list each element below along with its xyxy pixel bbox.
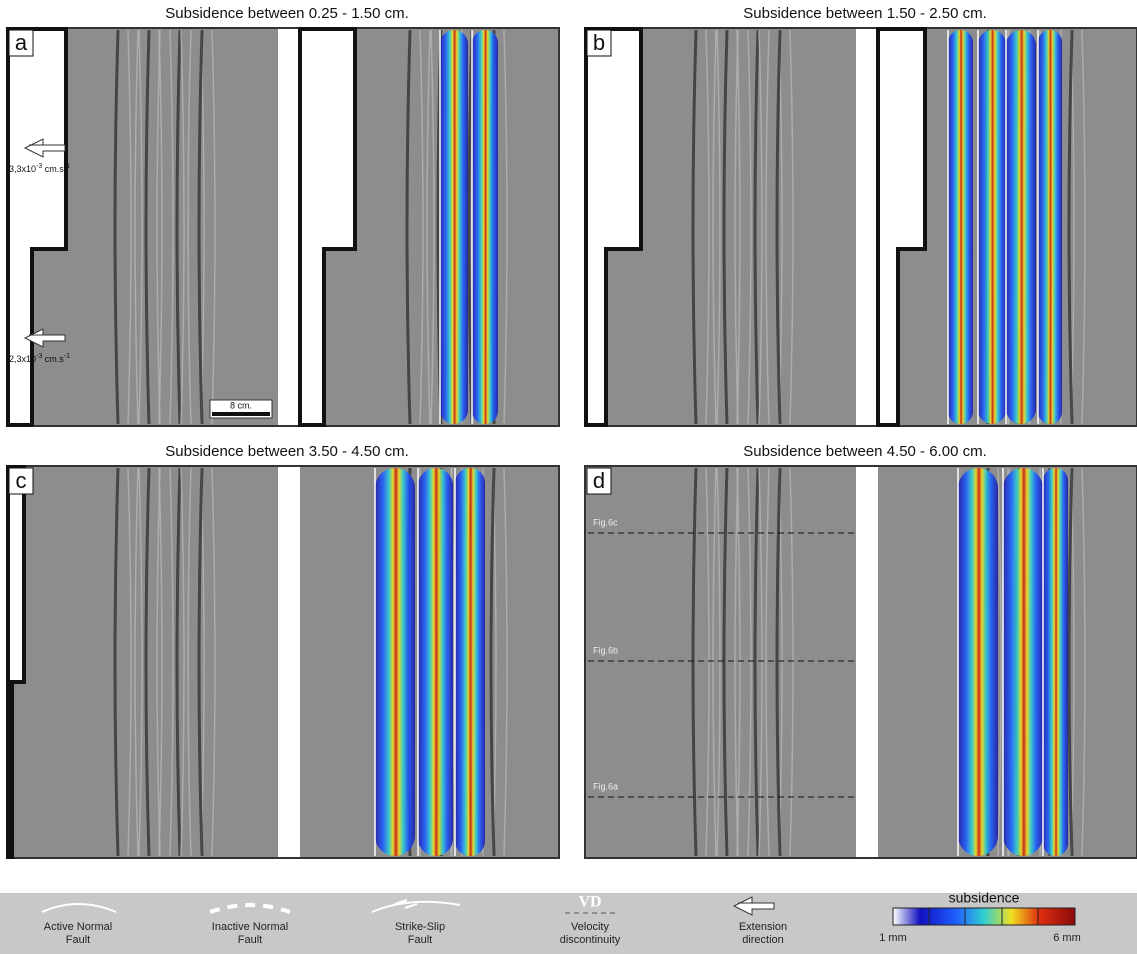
velocity-unit: cm.s [42,164,64,174]
panel-title: Subsidence between 3.50 - 4.50 cm. [165,443,409,460]
photo [586,467,856,857]
legend-label: Fault [408,934,432,946]
velocity-unit: cm.s [42,354,64,364]
section-label: Fig.6c [593,517,618,527]
subsidence-band [440,30,468,424]
velocity-base: 2,3x10 [9,354,36,364]
scale-bar-label: 8 cm. [230,400,252,410]
colorbar [893,908,1075,925]
panels: Subsidence between 0.25 - 1.50 cm. a 3,3x1… [7,5,1137,858]
velocity-unit-exp: -1 [64,163,70,170]
photo [8,467,278,857]
panel-label: d [593,468,605,493]
legend-label: Inactive Normal [212,921,288,933]
subsidence-band [1003,468,1043,856]
legend-label: Velocity [571,921,609,933]
colorbar-max: 6 mm [1053,932,1081,944]
section-label: Fig.6a [593,781,618,791]
subsidence-band [375,468,415,856]
subsidence-band [948,30,973,424]
subsidence-band [1006,30,1036,424]
colorbar-title: subsidence [949,890,1020,906]
subsidence-band [1038,30,1062,424]
legend-label: direction [742,934,784,946]
panel-label: c [16,468,27,493]
subsidence-band [455,468,485,856]
velocity-unit-exp: -1 [64,353,70,360]
panel-title: Subsidence between 4.50 - 6.00 cm. [743,443,987,460]
legend-label: Strike-Slip [395,921,445,933]
legend-symbol: VD [578,894,601,911]
legend-label: discontinuity [560,934,621,946]
legend-label: Fault [66,934,90,946]
panel-title: Subsidence between 0.25 - 1.50 cm. [165,5,409,22]
panel-title: Subsidence between 1.50 - 2.50 cm. [743,5,987,22]
subsidence-band [958,468,998,856]
subsidence-band [1043,468,1068,856]
legend-label: Fault [238,934,262,946]
subsidence-band [978,30,1006,424]
panel-label: a [15,30,28,55]
legend-label: Active Normal [44,921,112,933]
velocity-base: 3,3x10 [9,164,36,174]
panel-label: b [593,30,605,55]
section-label: Fig.6b [593,645,618,655]
colorbar-min: 1 mm [879,932,907,944]
scale-bar [212,412,270,416]
subsidence-band [472,30,498,424]
figure: Subsidence between 0.25 - 1.50 cm. a 3,3x1… [0,0,1137,954]
subsidence-band [418,468,453,856]
legend-label: Extension [739,921,787,933]
